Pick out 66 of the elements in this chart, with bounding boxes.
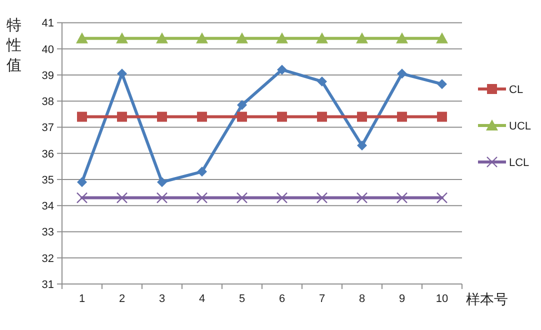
point [237,100,247,110]
x-tick-label: 10 [436,293,448,305]
y-tick-label: 31 [42,279,54,291]
point [397,68,407,79]
x-tick-label: 4 [198,293,206,305]
point [396,32,408,44]
point [356,32,368,44]
point [396,192,408,204]
point [316,192,328,204]
point [116,192,128,204]
y-tick-label: 33 [42,226,54,239]
x-tick-label: 5 [238,293,246,305]
point [196,32,208,44]
point [277,64,287,75]
legend-label: CL [509,84,524,96]
point [196,192,208,204]
legend-label: LCL [509,157,530,169]
point [317,112,327,122]
point [157,177,167,188]
point [197,166,207,177]
point [436,192,448,204]
x-tick-label: 7 [318,293,326,305]
point [277,112,287,122]
point [117,112,127,122]
y-tick-label: 35 [42,174,54,186]
point [197,112,207,122]
y-tick-label: 40 [42,44,54,56]
point [276,192,288,204]
point [357,112,367,122]
point [276,32,288,44]
point [356,192,368,204]
xlabel: 样本号 [466,291,508,307]
x-tick-label: 2 [118,293,126,305]
point [156,32,168,44]
x-tick-label: 3 [158,293,166,305]
y-tick-label: 41 [42,18,54,30]
y-tick-label: 37 [42,122,54,134]
point [77,112,87,122]
point [76,192,88,204]
x-tick-label: 6 [278,293,286,305]
point [437,79,447,90]
point [397,112,407,122]
point [117,68,127,79]
point [236,192,248,204]
x-tick-label: 8 [358,293,366,305]
legend-label: UCL [509,120,532,132]
y-tick-label: 36 [42,148,54,160]
y-tick-label: 38 [42,96,54,108]
point [357,140,367,151]
point [436,32,448,44]
point [236,32,248,44]
point [317,76,327,86]
x-tick-label: 1 [78,293,86,305]
point [237,112,247,122]
ylabel: 特性值 [6,17,22,74]
point [116,32,128,44]
y-tick-label: 34 [42,200,54,213]
point [76,32,88,44]
point [77,177,87,188]
point [316,32,328,44]
y-tick-label: 39 [42,70,54,82]
x-tick-label: 9 [398,293,406,305]
point [156,192,168,204]
point [157,112,167,122]
y-tick-label: 32 [42,252,54,265]
point [437,112,447,122]
